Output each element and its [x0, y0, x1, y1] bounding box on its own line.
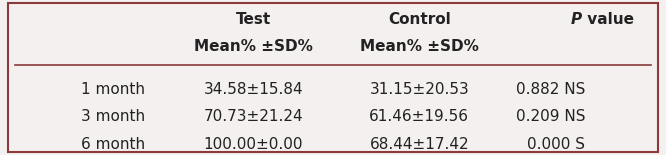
Text: 3 month: 3 month [81, 109, 145, 124]
Text: 68.44±17.42: 68.44±17.42 [370, 137, 469, 152]
Text: 6 month: 6 month [81, 137, 145, 152]
Text: 0.882 NS: 0.882 NS [515, 82, 585, 97]
Text: 61.46±19.56: 61.46±19.56 [369, 109, 470, 124]
Text: P: P [571, 12, 581, 27]
FancyBboxPatch shape [8, 3, 658, 152]
Text: 0.209 NS: 0.209 NS [515, 109, 585, 124]
Text: Mean% ±SD%: Mean% ±SD% [360, 40, 479, 54]
Text: value: value [581, 12, 634, 27]
Text: 70.73±21.24: 70.73±21.24 [204, 109, 303, 124]
Text: 100.00±0.00: 100.00±0.00 [204, 137, 303, 152]
Text: 31.15±20.53: 31.15±20.53 [370, 82, 469, 97]
Text: Control: Control [388, 12, 451, 27]
Text: 0.000 S: 0.000 S [527, 137, 585, 152]
Text: Mean% ±SD%: Mean% ±SD% [194, 40, 313, 54]
Text: 34.58±15.84: 34.58±15.84 [204, 82, 303, 97]
Text: 1 month: 1 month [81, 82, 145, 97]
Text: Test: Test [236, 12, 271, 27]
